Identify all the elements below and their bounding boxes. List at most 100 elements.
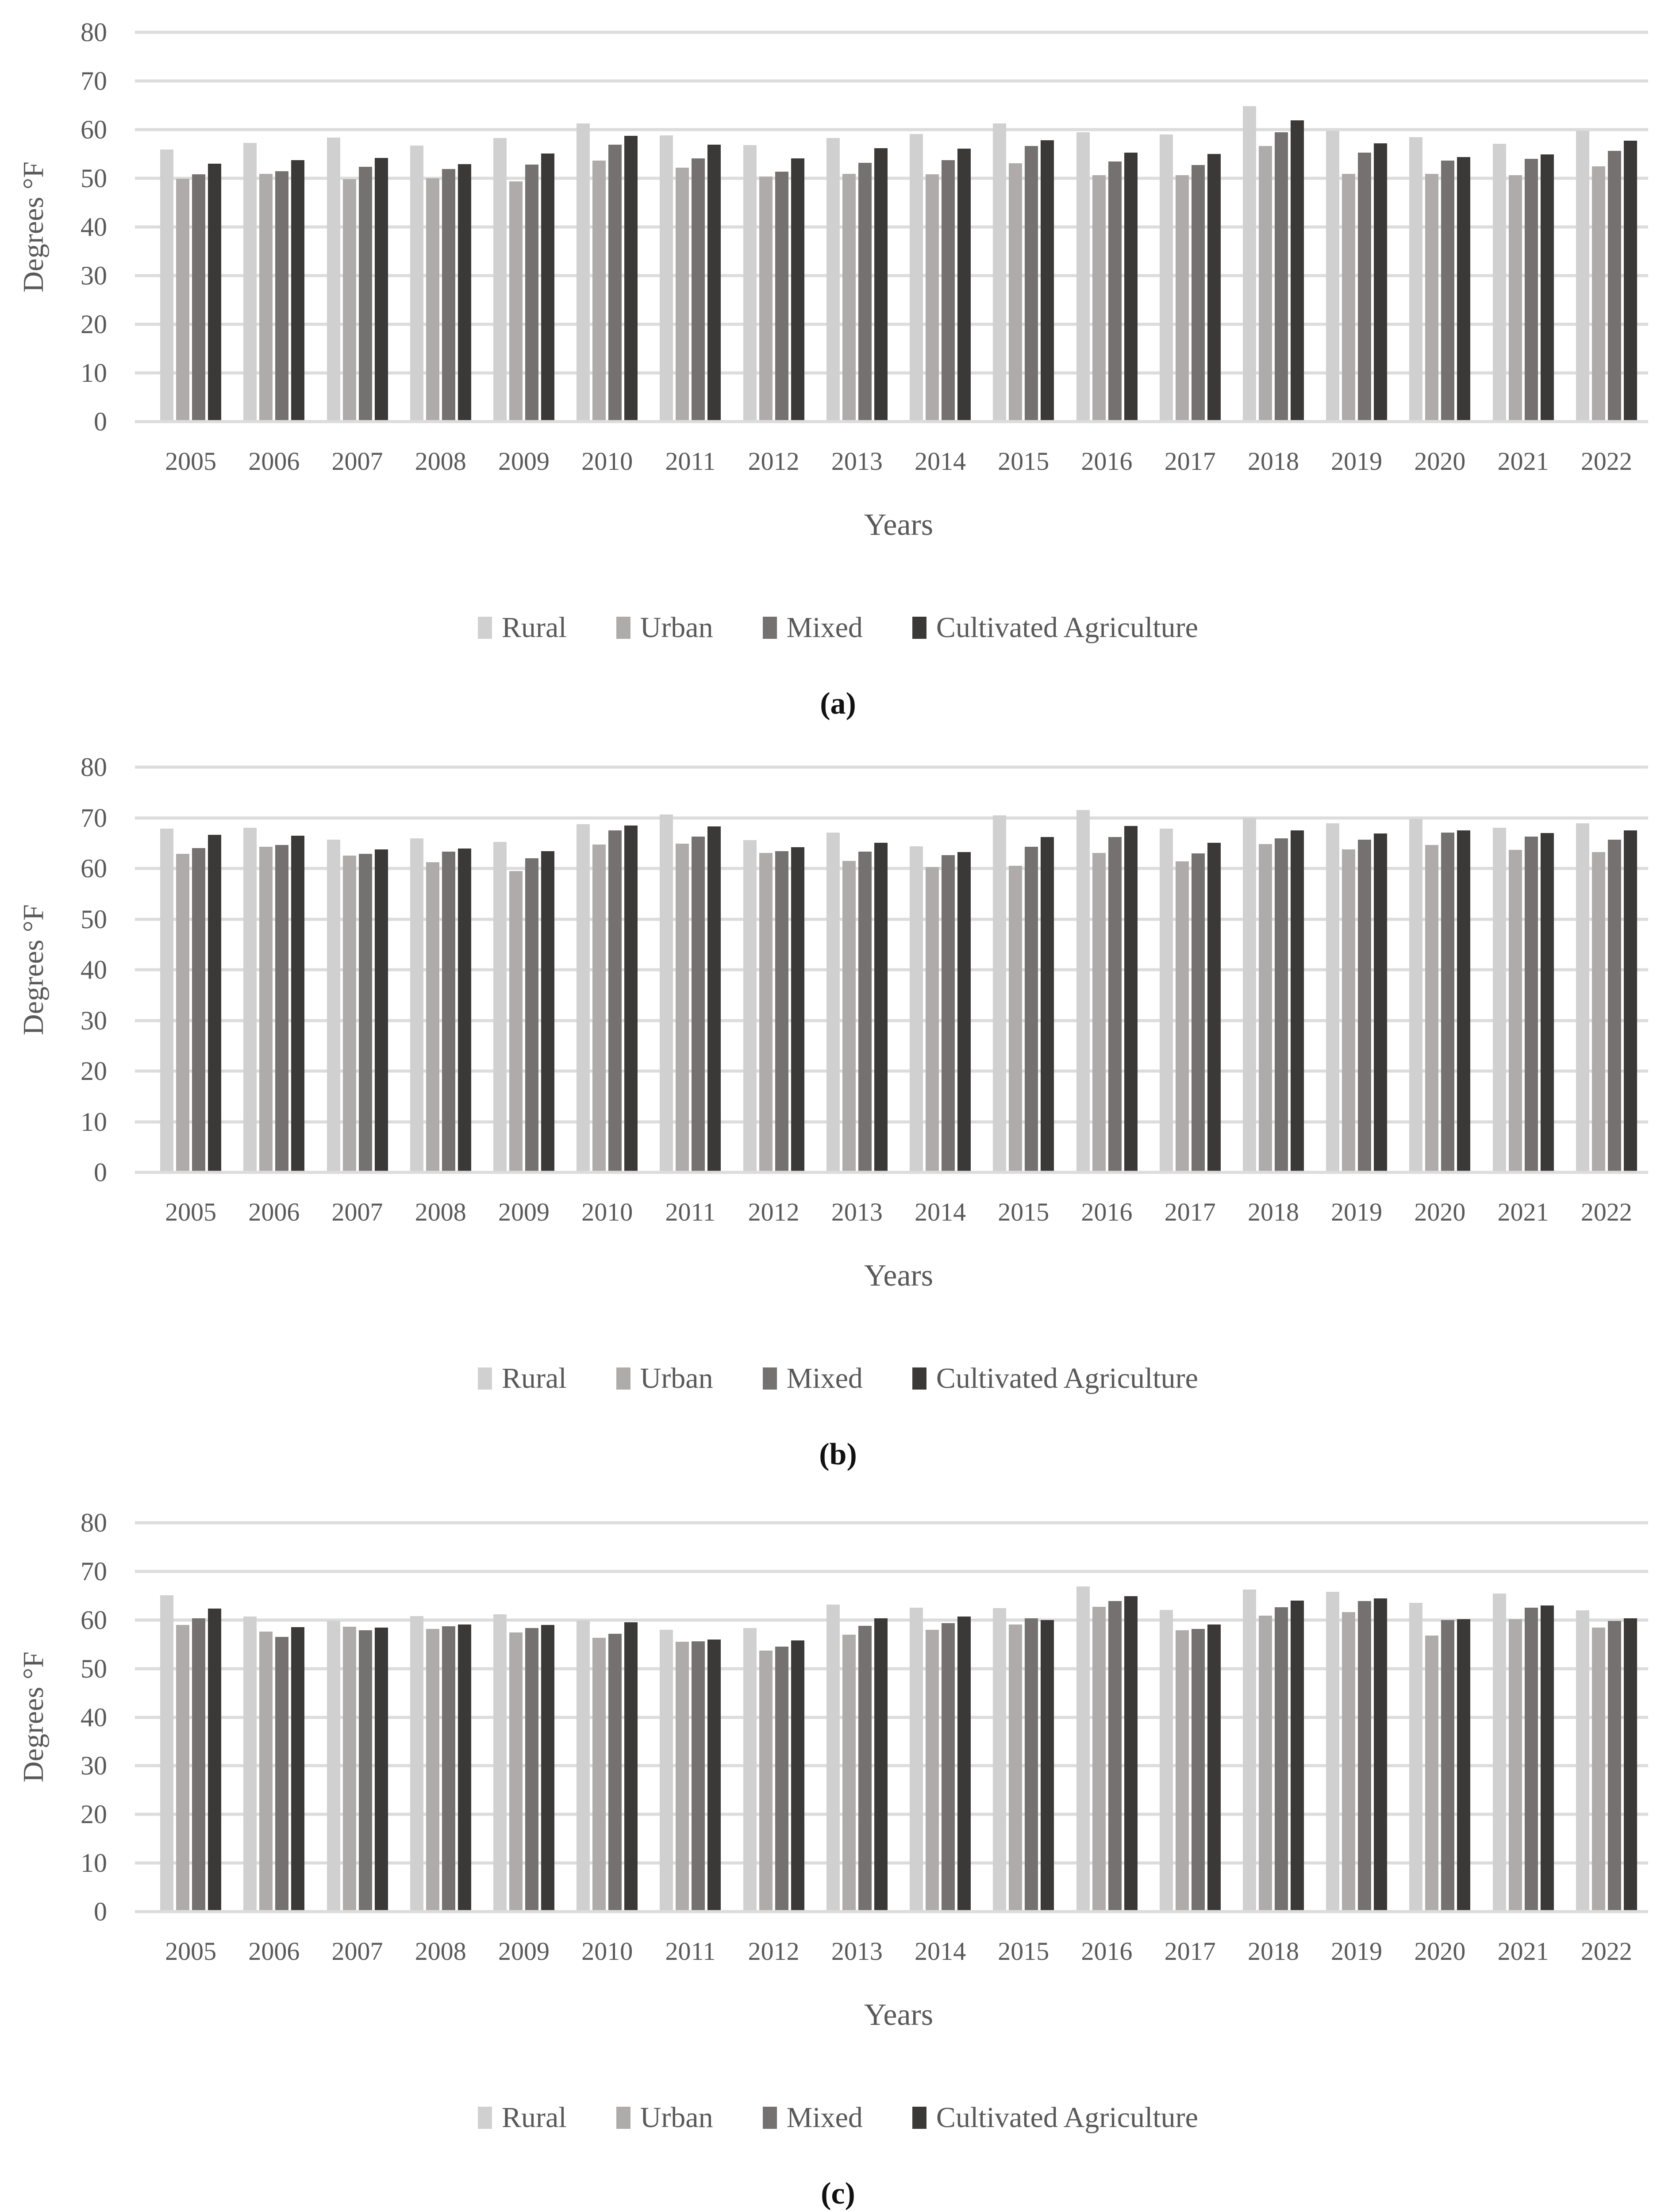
bar-group <box>1232 767 1315 1172</box>
bar-mixed <box>858 1625 872 1912</box>
bar-urban <box>259 846 273 1172</box>
x-tick-label: 2017 <box>1164 447 1216 476</box>
bar-rural <box>910 134 923 422</box>
legend-item: Cultivated Agriculture <box>912 2101 1198 2135</box>
bar-group <box>1149 32 1232 422</box>
x-tick-label: 2014 <box>915 1937 966 1966</box>
bar-mixed <box>1607 151 1621 422</box>
bar-group <box>1482 767 1565 1172</box>
bar-urban <box>1175 175 1189 422</box>
x-tick-label: 2015 <box>998 1198 1049 1226</box>
bar-mixed <box>192 1618 206 1912</box>
bar-cultivated-agriculture <box>1041 140 1054 422</box>
bar-cultivated-agriculture <box>457 1624 471 1912</box>
bar-urban <box>759 853 773 1172</box>
bar-cultivated-agriculture <box>457 849 471 1172</box>
bar-cultivated-agriculture <box>374 849 388 1172</box>
bar-urban <box>259 174 273 422</box>
x-tick-label: 2018 <box>1247 1198 1299 1226</box>
legend-swatch <box>478 1367 492 1390</box>
bar-mixed <box>608 145 622 422</box>
bar-mixed <box>1191 853 1205 1172</box>
bar-group <box>1315 32 1398 422</box>
plot-area: 0 10 20 30 40 50 60 70 80 <box>81 1509 1648 1925</box>
bar-rural <box>493 1614 507 1912</box>
y-tick-label: 40 <box>81 955 107 984</box>
bar-rural <box>493 842 507 1172</box>
bar-urban <box>342 856 356 1172</box>
gridline <box>149 1618 1648 1622</box>
bar-rural <box>660 814 673 1172</box>
bar-group <box>149 1523 232 1912</box>
x-tick-label: 2010 <box>581 1937 633 1966</box>
bar-group <box>649 767 732 1172</box>
bar-group <box>815 32 899 422</box>
bar-cultivated-agriculture <box>1124 152 1138 422</box>
legend-swatch <box>616 2107 630 2129</box>
y-tick-label: 50 <box>81 904 107 934</box>
bar-cultivated-agriculture <box>541 153 554 422</box>
y-tick-mark <box>135 1521 149 1525</box>
bar-cultivated-agriculture <box>791 847 804 1172</box>
bar-mixed <box>275 1637 289 1912</box>
bar-urban <box>176 1624 190 1912</box>
x-tick-label: 2012 <box>748 447 800 476</box>
y-tick-label: 0 <box>94 1158 107 1187</box>
y-tick-label: 10 <box>81 358 107 388</box>
gridline <box>149 1813 1648 1816</box>
bar-cultivated-agriculture <box>1540 154 1554 422</box>
bar-urban <box>1009 163 1023 422</box>
bar-urban <box>426 178 439 422</box>
y-tick-mark <box>135 1120 149 1123</box>
bar-urban <box>509 181 523 422</box>
bar-cultivated-agriculture <box>1207 842 1221 1172</box>
gridline <box>149 225 1648 229</box>
x-tick-label: 2017 <box>1164 1198 1216 1226</box>
x-tick-label: 2018 <box>1247 1937 1299 1966</box>
y-tick-label: 0 <box>94 407 107 436</box>
bar-cultivated-agriculture <box>1207 154 1221 422</box>
chart-b: Degrees °F 0 10 20 30 40 50 60 70 80 2005 2006 200… <box>0 740 1676 1486</box>
bar-rural <box>993 1608 1007 1912</box>
bar-urban <box>509 871 523 1172</box>
x-axis-labels: 2005 2006 2007 2008 2009 2010 2011 2012 2013 2014… <box>149 1197 1648 1227</box>
legend-label: Urban <box>640 1362 713 1394</box>
x-tick-label: 2009 <box>498 447 550 476</box>
chart-a: Degrees °F 0 10 20 30 40 50 60 70 80 2005 2006 200… <box>0 0 1676 740</box>
bar-mixed <box>358 1630 372 1912</box>
x-tick-label: 2005 <box>165 1937 217 1966</box>
bar-urban <box>1009 1624 1023 1912</box>
legend-swatch <box>762 2107 777 2129</box>
x-tick-label: 2014 <box>915 1198 966 1226</box>
x-tick-label: 2006 <box>248 447 300 476</box>
bar-rural <box>160 1595 174 1912</box>
bar-mixed <box>1191 1628 1205 1912</box>
y-tick-mark <box>135 177 149 180</box>
x-axis-line <box>149 1171 1648 1174</box>
bar-urban <box>1591 166 1605 422</box>
chart-caption: (c) <box>821 2177 855 2211</box>
y-tick-label: 10 <box>81 1848 107 1878</box>
bar-mixed <box>1274 132 1288 422</box>
y-tick-label: 80 <box>81 753 107 782</box>
bar-urban <box>259 1632 273 1912</box>
bar-rural <box>243 828 257 1172</box>
y-tick-mark <box>135 1570 149 1573</box>
x-tick-label: 2019 <box>1331 1937 1383 1966</box>
y-tick-mark <box>135 867 149 870</box>
x-tick-label: 2005 <box>165 447 217 476</box>
bar-mixed <box>525 858 538 1172</box>
bar-urban <box>1425 1635 1439 1912</box>
legend-item: Rural <box>478 2101 567 2135</box>
x-axis-title: Years <box>864 1998 934 2032</box>
bar-urban <box>426 862 439 1172</box>
bar-group <box>232 767 315 1172</box>
bar-group <box>732 767 815 1172</box>
gridline <box>149 1861 1648 1865</box>
y-tick-label: 60 <box>81 854 107 883</box>
x-tick-label: 2012 <box>748 1937 800 1966</box>
bar-mixed <box>1524 159 1538 422</box>
bar-group <box>482 32 565 422</box>
bar-cultivated-agriculture <box>957 852 971 1172</box>
bar-rural <box>493 138 507 422</box>
